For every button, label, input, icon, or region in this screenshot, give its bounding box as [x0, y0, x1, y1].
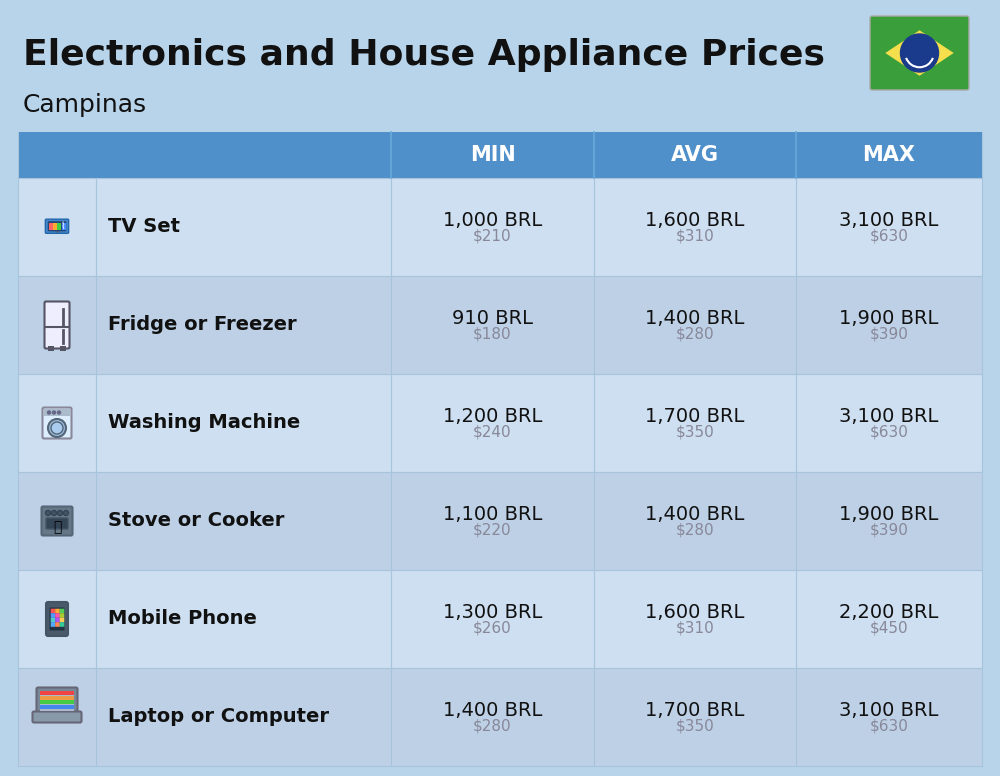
FancyBboxPatch shape [57, 223, 61, 230]
Text: $310: $310 [676, 621, 714, 636]
FancyBboxPatch shape [45, 219, 69, 234]
FancyBboxPatch shape [40, 695, 74, 699]
Circle shape [52, 411, 56, 414]
FancyBboxPatch shape [60, 608, 64, 613]
FancyBboxPatch shape [18, 276, 982, 374]
Text: $630: $630 [870, 424, 908, 439]
FancyBboxPatch shape [62, 223, 66, 230]
Text: 1,200 BRL: 1,200 BRL [443, 407, 542, 427]
Text: $310: $310 [676, 228, 714, 244]
FancyBboxPatch shape [60, 613, 64, 618]
Text: 1,700 BRL: 1,700 BRL [645, 407, 745, 427]
Text: $220: $220 [473, 522, 512, 538]
Circle shape [52, 511, 56, 515]
FancyBboxPatch shape [55, 613, 60, 618]
FancyBboxPatch shape [48, 221, 66, 231]
FancyBboxPatch shape [53, 229, 61, 231]
FancyBboxPatch shape [51, 622, 55, 627]
Text: $390: $390 [870, 522, 908, 538]
FancyBboxPatch shape [60, 346, 66, 351]
Polygon shape [885, 30, 954, 76]
Circle shape [64, 511, 68, 515]
Text: 1,600 BRL: 1,600 BRL [645, 604, 745, 622]
Circle shape [58, 411, 60, 414]
Text: Fridge or Freezer: Fridge or Freezer [108, 316, 297, 334]
FancyBboxPatch shape [42, 407, 72, 438]
FancyBboxPatch shape [18, 132, 982, 178]
Text: 3,100 BRL: 3,100 BRL [839, 212, 939, 230]
FancyBboxPatch shape [60, 622, 64, 627]
FancyBboxPatch shape [40, 691, 74, 695]
Text: $260: $260 [473, 621, 512, 636]
Text: Stove or Cooker: Stove or Cooker [108, 511, 284, 531]
FancyBboxPatch shape [60, 618, 64, 622]
Text: 1,000 BRL: 1,000 BRL [443, 212, 542, 230]
Text: Electronics and House Appliance Prices: Electronics and House Appliance Prices [23, 38, 825, 72]
Text: 1,300 BRL: 1,300 BRL [443, 604, 542, 622]
FancyBboxPatch shape [42, 507, 72, 535]
FancyBboxPatch shape [32, 712, 82, 722]
Text: TV Set: TV Set [108, 217, 180, 237]
Text: $240: $240 [473, 424, 512, 439]
FancyBboxPatch shape [55, 608, 60, 613]
FancyBboxPatch shape [44, 409, 70, 416]
Text: 1,400 BRL: 1,400 BRL [645, 310, 745, 328]
FancyBboxPatch shape [36, 688, 78, 715]
Text: 1,400 BRL: 1,400 BRL [443, 702, 542, 720]
FancyBboxPatch shape [49, 223, 53, 230]
Text: 1,100 BRL: 1,100 BRL [443, 505, 542, 525]
FancyBboxPatch shape [18, 570, 982, 668]
Text: Campinas: Campinas [23, 93, 147, 117]
FancyBboxPatch shape [18, 668, 982, 766]
Text: 🔥: 🔥 [53, 520, 61, 534]
Text: 3,100 BRL: 3,100 BRL [839, 702, 939, 720]
Text: 1,400 BRL: 1,400 BRL [645, 505, 745, 525]
Text: 1,900 BRL: 1,900 BRL [839, 505, 939, 525]
FancyBboxPatch shape [870, 16, 969, 90]
FancyBboxPatch shape [44, 302, 70, 348]
Text: 3,100 BRL: 3,100 BRL [839, 407, 939, 427]
Text: 1,900 BRL: 1,900 BRL [839, 310, 939, 328]
FancyBboxPatch shape [18, 472, 982, 570]
Circle shape [46, 511, 50, 515]
Circle shape [51, 422, 63, 434]
Text: Washing Machine: Washing Machine [108, 414, 300, 432]
FancyBboxPatch shape [40, 700, 74, 704]
Text: $280: $280 [676, 327, 714, 341]
Text: 910 BRL: 910 BRL [452, 310, 533, 328]
Circle shape [58, 511, 62, 515]
FancyBboxPatch shape [40, 691, 74, 711]
FancyBboxPatch shape [40, 705, 74, 708]
Text: Mobile Phone: Mobile Phone [108, 609, 257, 629]
FancyBboxPatch shape [55, 618, 60, 622]
Text: $350: $350 [676, 719, 714, 733]
FancyBboxPatch shape [51, 618, 55, 622]
Text: 1,600 BRL: 1,600 BRL [645, 212, 745, 230]
Text: $210: $210 [473, 228, 512, 244]
Text: 1,700 BRL: 1,700 BRL [645, 702, 745, 720]
Text: ⌇: ⌇ [61, 221, 66, 231]
Text: $450: $450 [870, 621, 908, 636]
Circle shape [48, 411, 50, 414]
Circle shape [48, 419, 66, 437]
FancyBboxPatch shape [18, 374, 982, 472]
Circle shape [900, 34, 938, 72]
Text: Laptop or Computer: Laptop or Computer [108, 708, 329, 726]
FancyBboxPatch shape [50, 608, 64, 630]
Text: MIN: MIN [470, 145, 515, 165]
FancyBboxPatch shape [18, 178, 982, 276]
Text: AVG: AVG [671, 145, 719, 165]
Text: $630: $630 [870, 719, 908, 733]
Text: 2,200 BRL: 2,200 BRL [839, 604, 939, 622]
FancyBboxPatch shape [46, 518, 68, 529]
Text: $350: $350 [676, 424, 714, 439]
Text: $630: $630 [870, 228, 908, 244]
FancyBboxPatch shape [51, 613, 55, 618]
Text: $180: $180 [473, 327, 512, 341]
FancyBboxPatch shape [48, 346, 54, 351]
FancyBboxPatch shape [53, 223, 57, 230]
FancyBboxPatch shape [55, 622, 60, 627]
Text: $390: $390 [870, 327, 908, 341]
Text: MAX: MAX [862, 145, 916, 165]
